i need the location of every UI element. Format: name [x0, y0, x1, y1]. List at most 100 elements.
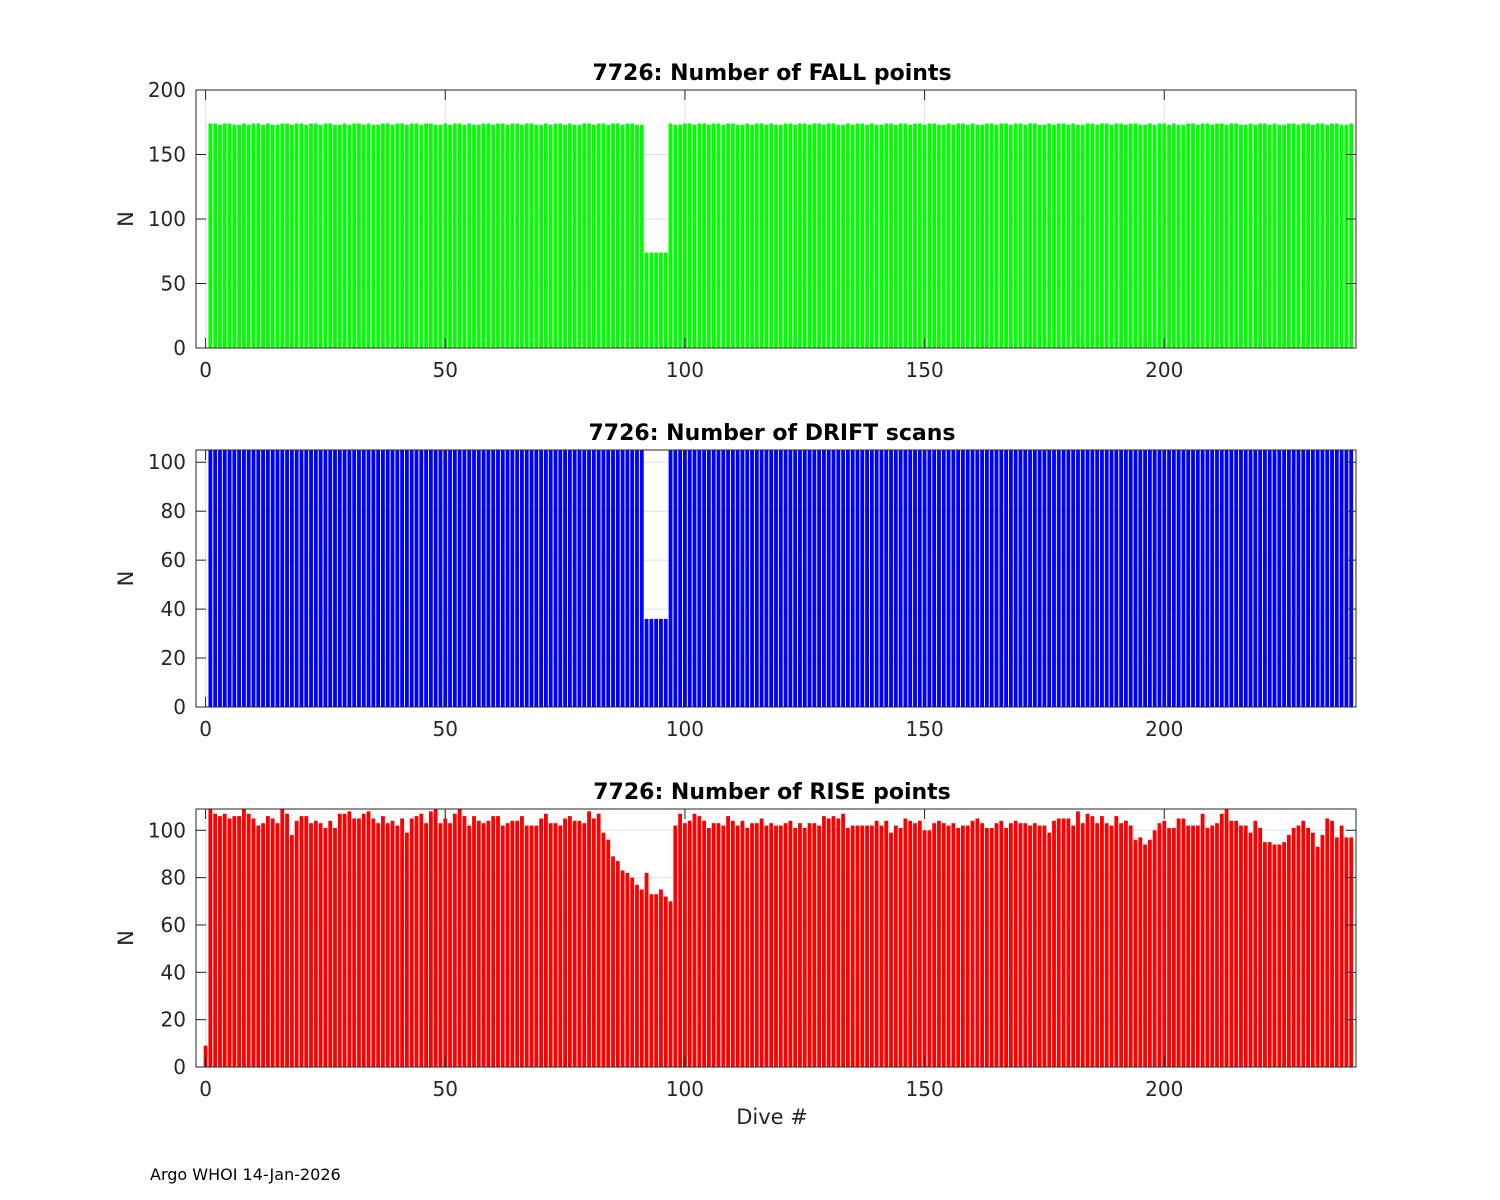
bar [1334, 123, 1339, 348]
bar [1334, 450, 1339, 707]
y-tick-label: 100 [148, 818, 186, 842]
bar [999, 820, 1004, 1067]
bar [371, 818, 376, 1067]
bar [961, 825, 965, 1067]
bar [376, 823, 381, 1067]
chart-panel-1: 0 50 100 150 200 0 50 100 150 200 7726: Number of … [114, 61, 1357, 382]
bar [687, 450, 692, 707]
bar [251, 450, 256, 707]
bar [745, 123, 750, 348]
bar [347, 811, 352, 1067]
bar [831, 123, 836, 348]
bar [357, 123, 361, 348]
bar [472, 124, 476, 348]
bar [822, 816, 826, 1067]
bar [769, 450, 774, 707]
bar [1071, 450, 1076, 707]
bar [539, 818, 544, 1067]
bar [452, 813, 457, 1067]
bar [265, 450, 270, 707]
bar [467, 123, 472, 348]
bar [625, 123, 630, 348]
chart-panel-3: 0 50 100 150 200 0 20 40 60 80 100 7726: Number of … [114, 780, 1357, 1129]
bar [611, 450, 615, 707]
bar [989, 123, 994, 348]
bar [505, 124, 510, 348]
bar [333, 827, 337, 1067]
bar [400, 818, 405, 1067]
bar [644, 872, 649, 1067]
bar [683, 123, 687, 348]
bar [874, 124, 879, 348]
bar [534, 450, 539, 707]
bar [716, 450, 721, 707]
bar [572, 820, 577, 1067]
bar [1013, 450, 1018, 707]
bar [1042, 825, 1047, 1067]
bar [601, 832, 606, 1067]
bar [1291, 827, 1296, 1067]
bar [1032, 123, 1037, 348]
bar [213, 123, 218, 348]
bar [361, 813, 366, 1067]
bar [635, 450, 639, 707]
bar [841, 124, 846, 348]
bar [404, 124, 409, 348]
bar [984, 123, 989, 348]
bar [908, 124, 913, 348]
bar [999, 450, 1004, 707]
bar [342, 813, 347, 1067]
bar [1200, 123, 1205, 348]
bar [822, 124, 826, 348]
bar [730, 123, 735, 348]
bar [1061, 818, 1066, 1067]
bar [1224, 450, 1229, 707]
bar [817, 450, 822, 707]
bar [261, 450, 266, 707]
bar [807, 124, 812, 348]
bar [232, 816, 237, 1067]
bar [860, 450, 865, 707]
bar [304, 816, 309, 1067]
bar [1243, 450, 1248, 707]
bar [1181, 124, 1186, 348]
bar [352, 123, 357, 348]
bar [692, 813, 697, 1067]
bar [893, 124, 898, 348]
bar [246, 450, 251, 707]
bar [668, 450, 673, 707]
bar [1215, 823, 1219, 1067]
bar [448, 124, 452, 348]
bar [443, 123, 448, 348]
bar [984, 450, 989, 707]
bar [1224, 809, 1229, 1067]
bar [280, 809, 285, 1067]
bar [544, 123, 548, 348]
bar [400, 450, 405, 707]
bar [913, 823, 917, 1067]
bar [443, 450, 448, 707]
bar [1195, 450, 1200, 707]
bar [1215, 450, 1219, 707]
bar [270, 818, 275, 1067]
bar [237, 124, 242, 348]
bar [481, 450, 486, 707]
bar [1200, 813, 1205, 1067]
bar [1133, 123, 1138, 348]
bar [917, 450, 922, 707]
bar [706, 124, 711, 348]
bar [961, 123, 965, 348]
bar [1253, 450, 1258, 707]
bar [1272, 123, 1277, 348]
bar [1095, 823, 1100, 1067]
bar [1253, 124, 1258, 348]
y-tick-label: 40 [161, 960, 186, 984]
bar [318, 450, 323, 707]
bar [457, 450, 462, 707]
bar [764, 450, 769, 707]
bar [735, 124, 740, 348]
bar [668, 901, 673, 1067]
bar [975, 450, 980, 707]
bar [702, 123, 707, 348]
bar [769, 123, 774, 348]
